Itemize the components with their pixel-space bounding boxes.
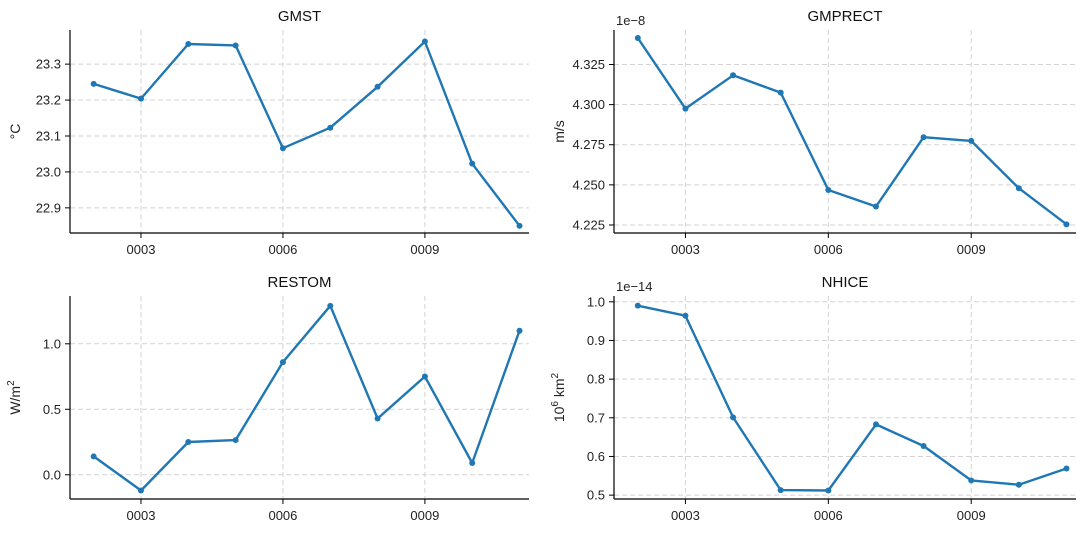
y-tick-label: 4.275 — [572, 137, 605, 152]
y-axis-label: °C — [7, 124, 23, 140]
series-line — [636, 37, 1068, 226]
data-point — [634, 35, 641, 42]
y-axis-label-part: m/s — [551, 120, 567, 143]
data-point — [90, 80, 97, 87]
data-point — [232, 437, 239, 444]
y-tick-label: 0.6 — [587, 449, 605, 464]
data-point — [634, 302, 641, 309]
y-tick-label: 4.225 — [572, 217, 605, 232]
y-axis-label-part: 2 — [6, 380, 17, 386]
data-point — [232, 42, 239, 49]
y-tick-label: 1.0 — [587, 294, 605, 309]
x-tick-label: 0009 — [957, 508, 986, 523]
data-point — [90, 453, 97, 460]
data-point — [421, 373, 428, 380]
y-tick-label: 23.3 — [36, 57, 61, 72]
y-axis-label-part: 2 — [550, 372, 561, 378]
series-line — [637, 304, 1067, 492]
data-point — [279, 145, 286, 152]
y-axis-label-part: 10 — [551, 406, 567, 422]
y-axis-label: m/s — [551, 120, 567, 143]
y-tick-label: 4.250 — [572, 177, 605, 192]
data-point — [137, 95, 144, 102]
data-point — [185, 439, 192, 446]
chart-title: RESTOM — [268, 274, 332, 291]
chart-panel-3: 0003 0006 0009 0.0 0.5 1.0 RESTOM W/m2 — [6, 274, 529, 523]
y-axis-label: 106 km2 — [550, 372, 567, 422]
data-point — [872, 421, 879, 428]
data-point — [920, 443, 927, 450]
data-point — [1015, 481, 1022, 488]
y-tick-label: 23.0 — [36, 164, 61, 179]
data-point — [825, 487, 832, 494]
y-tick-label: 4.325 — [572, 57, 605, 72]
data-point — [1063, 221, 1070, 228]
y-tick-label: 1.0 — [43, 336, 61, 351]
y-axis-label-part: 6 — [550, 401, 561, 407]
x-tick-label: 0003 — [127, 508, 156, 523]
data-point — [279, 359, 286, 366]
series-line — [93, 40, 521, 227]
data-point — [327, 124, 334, 131]
series-line — [92, 304, 521, 492]
x-tick-label: 0003 — [671, 242, 700, 257]
y-tick-label: 22.9 — [36, 200, 61, 215]
y-tick-label: 23.2 — [36, 93, 61, 108]
data-point — [682, 105, 689, 112]
data-point — [1015, 185, 1022, 192]
data-point — [682, 312, 689, 319]
data-point — [825, 186, 832, 193]
data-point — [469, 160, 476, 167]
data-point — [516, 222, 523, 229]
y-tick-label: 0.0 — [43, 467, 61, 482]
data-point — [730, 72, 737, 79]
chart-panel-4: 0003 0006 0009 0.5 0.6 0.7 0.8 0.9 1.0 NHICE 1e−14… — [550, 274, 1076, 523]
y-tick-label: 4.300 — [572, 97, 605, 112]
y-axis-label: W/m2 — [6, 380, 23, 415]
data-point — [421, 38, 428, 45]
x-tick-label: 0009 — [410, 508, 439, 523]
axis-offset-text: 1e−14 — [616, 279, 653, 294]
y-tick-label: 23.1 — [36, 128, 61, 143]
chart-panel-2: 0003 0006 0009 4.225 4.250 4.275 4.300 4.325 GMP… — [551, 8, 1076, 257]
y-axis-label-part: °C — [7, 124, 23, 140]
data-point — [730, 414, 737, 421]
y-tick-label: 0.5 — [587, 488, 605, 503]
x-tick-label: 0006 — [268, 508, 297, 523]
y-axis-label-part: km — [551, 378, 567, 401]
x-tick-label: 0006 — [268, 242, 297, 257]
x-tick-label: 0003 — [127, 242, 156, 257]
chart-title: GMPRECT — [808, 8, 883, 25]
x-tick-label: 0003 — [671, 508, 700, 523]
chart-title: NHICE — [822, 274, 869, 291]
y-tick-label: 0.9 — [587, 333, 605, 348]
x-tick-label: 0009 — [410, 242, 439, 257]
data-point — [137, 487, 144, 494]
data-point — [777, 89, 784, 96]
x-tick-label: 0006 — [814, 508, 843, 523]
data-point — [968, 137, 975, 144]
data-point — [920, 134, 927, 141]
data-point — [1063, 465, 1070, 472]
data-point — [872, 203, 879, 210]
x-tick-label: 0006 — [814, 242, 843, 257]
data-point — [469, 459, 476, 466]
y-tick-label: 0.5 — [43, 402, 61, 417]
data-point — [968, 477, 975, 484]
data-point — [777, 487, 784, 494]
y-axis-label-part: W/m — [7, 386, 23, 415]
axis-offset-text: 1e−8 — [616, 13, 645, 28]
x-tick-label: 0009 — [957, 242, 986, 257]
y-tick-label: 0.8 — [587, 372, 605, 387]
data-point — [374, 415, 381, 422]
chart-title: GMST — [278, 8, 321, 25]
data-point — [327, 302, 334, 309]
data-point — [516, 327, 523, 334]
data-point — [374, 83, 381, 90]
y-tick-label: 0.7 — [587, 410, 605, 425]
data-point — [185, 41, 192, 48]
chart-panel-1: 0003 0006 0009 22.9 23.0 23.1 23.2 23.3 GMST °C — [7, 8, 529, 257]
